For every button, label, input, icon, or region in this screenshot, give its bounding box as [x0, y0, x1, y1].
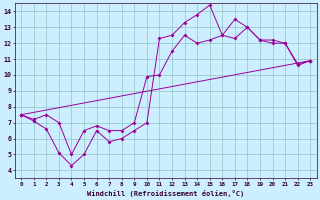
X-axis label: Windchill (Refroidissement éolien,°C): Windchill (Refroidissement éolien,°C): [87, 190, 244, 197]
